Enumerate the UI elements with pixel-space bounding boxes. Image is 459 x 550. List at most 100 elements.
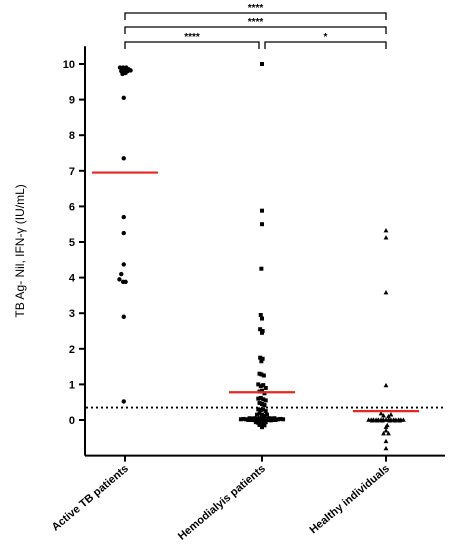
data-point — [117, 277, 122, 282]
data-point — [262, 403, 267, 408]
data-point — [258, 355, 263, 360]
data-point — [262, 423, 267, 428]
data-point — [369, 418, 375, 423]
data-point — [256, 382, 261, 387]
significance-label: **** — [184, 32, 200, 43]
data-point — [278, 416, 283, 421]
data-point — [386, 413, 391, 419]
data-point — [397, 418, 403, 423]
data-point — [261, 397, 266, 402]
data-point — [258, 395, 263, 400]
series-3 — [366, 228, 406, 451]
data-point — [273, 418, 278, 422]
data-point — [260, 425, 264, 430]
data-point — [251, 418, 256, 422]
bracket-line — [124, 26, 387, 34]
data-point — [257, 422, 262, 427]
data-point — [383, 438, 389, 444]
data-point — [119, 271, 124, 277]
data-point — [386, 430, 391, 436]
data-point — [383, 382, 389, 388]
data-point — [248, 418, 253, 422]
data-point — [255, 412, 260, 417]
data-point — [260, 388, 264, 393]
data-point — [263, 418, 268, 422]
data-point — [260, 62, 264, 66]
data-point — [387, 418, 393, 423]
y-tick-label: 1 — [69, 379, 75, 391]
significance-label: **** — [248, 3, 264, 14]
y-tick-label: 5 — [69, 237, 75, 249]
data-point — [260, 222, 264, 227]
data-point — [117, 65, 123, 70]
data-point — [259, 372, 264, 377]
data-point — [121, 399, 126, 404]
data-point — [383, 445, 389, 451]
y-tick-label: 10 — [63, 59, 75, 71]
data-point — [276, 417, 281, 422]
data-point — [121, 214, 126, 220]
median-lines — [92, 171, 419, 413]
data-point — [256, 396, 261, 401]
data-point — [383, 424, 389, 429]
data-point — [374, 418, 380, 423]
data-point — [258, 418, 263, 422]
y-tick-label: 9 — [69, 95, 75, 107]
data-point — [378, 410, 384, 416]
bracket-line — [124, 41, 260, 49]
data-point — [261, 373, 266, 378]
data-point — [120, 65, 126, 70]
data-point — [260, 330, 264, 335]
data-point — [121, 314, 126, 319]
bracket-line — [264, 41, 387, 49]
data-point — [263, 420, 268, 425]
y-tick-label: 3 — [69, 308, 75, 320]
data-point — [260, 401, 264, 406]
data-point — [258, 312, 263, 317]
data-point — [268, 418, 273, 423]
data-point — [260, 356, 265, 361]
data-point — [381, 413, 386, 418]
significance-bracket: **** — [124, 32, 260, 49]
data-point — [388, 412, 394, 417]
y-tick-label: 2 — [69, 344, 75, 356]
data-point — [238, 417, 243, 422]
data-point — [121, 156, 126, 161]
data-point — [383, 289, 389, 295]
bracket-line — [124, 12, 387, 20]
y-tick-label: 8 — [69, 130, 75, 142]
series-1 — [117, 65, 133, 404]
data-point — [392, 418, 398, 423]
data-point — [266, 418, 271, 422]
data-point — [383, 235, 389, 240]
data-point — [400, 417, 406, 422]
x-tick-label: Active TB patients — [50, 463, 131, 534]
data-point — [257, 411, 262, 416]
data-point — [260, 412, 264, 417]
data-point — [241, 416, 246, 421]
data-point — [262, 413, 267, 418]
data-point — [243, 417, 248, 422]
data-point — [281, 417, 286, 422]
significance-bracket: * — [264, 32, 387, 49]
data-point — [259, 359, 264, 364]
y-axis: 0 1 2 3 4 5 6 7 8 9 10 — [63, 46, 86, 456]
data-point — [271, 418, 276, 422]
series-2 — [238, 62, 286, 430]
data-point — [261, 383, 266, 388]
data-point — [253, 420, 258, 425]
data-point — [258, 327, 263, 332]
y-tick-label: 0 — [69, 415, 75, 427]
y-axis-label: TB Ag- Nil, IFN-γ (IU/mL) — [13, 184, 27, 317]
data-point — [383, 228, 389, 233]
data-point — [260, 316, 264, 321]
x-axis: Active TB patients Hemodialyis patients He… — [50, 454, 445, 543]
data-point — [257, 400, 262, 405]
data-point — [123, 279, 128, 285]
data-point — [263, 385, 268, 390]
y-tick-label: 4 — [69, 273, 76, 285]
data-point — [256, 418, 261, 422]
x-tick-label: Hemodialyis patients — [176, 463, 268, 543]
data-point — [260, 208, 264, 213]
data-point — [383, 428, 389, 433]
